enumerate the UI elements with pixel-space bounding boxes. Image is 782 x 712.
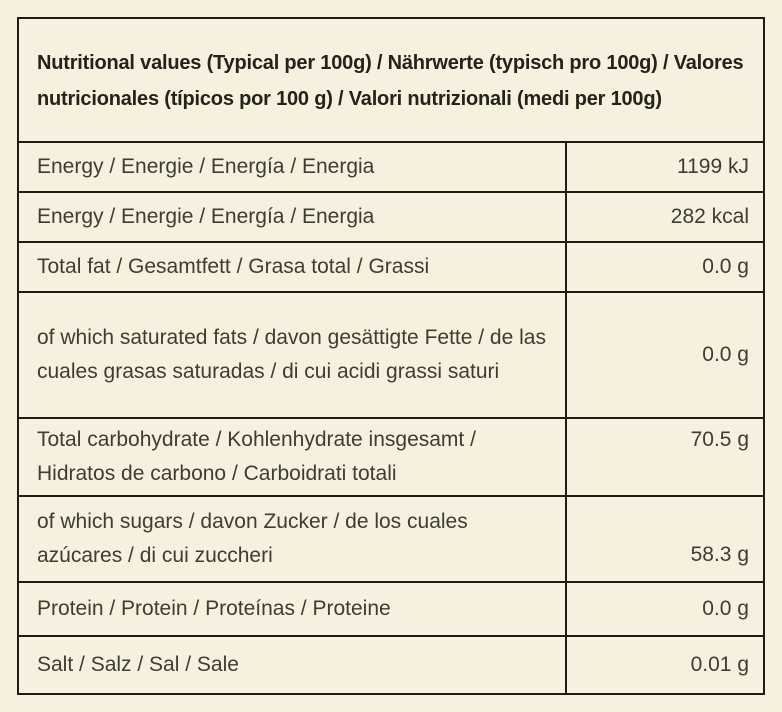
row-value: 0.01 g — [690, 653, 749, 676]
row-value: 282 kcal — [670, 205, 749, 228]
row-label-cell: Total carbohydrate / Kohlenhydrate insge… — [19, 419, 565, 495]
row-label-cell: Energy / Energie / Energía / Energia — [19, 143, 565, 191]
row-label: Total fat / Gesamtfett / Grasa total / G… — [37, 255, 430, 278]
row-value-cell: 0.0 g — [565, 243, 763, 291]
row-value-cell: 0.0 g — [565, 583, 763, 635]
row-label: Protein / Protein / Proteínas / Proteine — [37, 597, 391, 620]
table-row: Energy / Energie / Energía / Energia 119… — [19, 141, 763, 191]
row-label: Energy / Energie / Energía / Energia — [37, 205, 375, 228]
row-value-cell: 1199 kJ — [565, 143, 763, 191]
row-label-cell: of which saturated fats / davon gesättig… — [19, 293, 565, 417]
row-value: 0.0 g — [702, 255, 749, 278]
table-header: Nutritional values (Typical per 100g) / … — [19, 19, 763, 141]
table-title: Nutritional values (Typical per 100g) / … — [37, 52, 744, 110]
row-label: of which saturated fats / davon gesättig… — [37, 326, 546, 383]
table-row: Salt / Salz / Sal / Sale 0.01 g — [19, 635, 763, 693]
nutrition-table: Nutritional values (Typical per 100g) / … — [17, 17, 765, 695]
row-label-cell: Protein / Protein / Proteínas / Proteine — [19, 583, 565, 635]
row-label-cell: Salt / Salz / Sal / Sale — [19, 637, 565, 693]
row-value: 1199 kJ — [677, 155, 749, 178]
row-value: 70.5 g — [690, 428, 749, 451]
table-row: Total carbohydrate / Kohlenhydrate insge… — [19, 417, 763, 495]
row-value-cell: 282 kcal — [565, 193, 763, 241]
table-row: Energy / Energie / Energía / Energia 282… — [19, 191, 763, 241]
table-row: of which saturated fats / davon gesättig… — [19, 291, 763, 417]
row-value: 58.3 g — [690, 543, 749, 566]
row-value-cell: 0.01 g — [565, 637, 763, 693]
row-value: 0.0 g — [702, 343, 749, 366]
row-label-cell: Energy / Energie / Energía / Energia — [19, 193, 565, 241]
row-value-cell: 70.5 g — [565, 419, 763, 495]
row-value-cell: 0.0 g — [565, 293, 763, 417]
table-row: Total fat / Gesamtfett / Grasa total / G… — [19, 241, 763, 291]
row-label: Energy / Energie / Energía / Energia — [37, 155, 375, 178]
row-label: of which sugars / davon Zucker / de los … — [37, 510, 468, 567]
table-row: of which sugars / davon Zucker / de los … — [19, 495, 763, 581]
row-label: Total carbohydrate / Kohlenhydrate insge… — [37, 428, 476, 485]
row-value-cell: 58.3 g — [565, 497, 763, 581]
row-value: 0.0 g — [702, 597, 749, 620]
row-label: Salt / Salz / Sal / Sale — [37, 653, 239, 676]
row-label-cell: of which sugars / davon Zucker / de los … — [19, 497, 565, 581]
row-label-cell: Total fat / Gesamtfett / Grasa total / G… — [19, 243, 565, 291]
table-body: Energy / Energie / Energía / Energia 119… — [19, 141, 763, 693]
table-row: Protein / Protein / Proteínas / Proteine… — [19, 581, 763, 635]
